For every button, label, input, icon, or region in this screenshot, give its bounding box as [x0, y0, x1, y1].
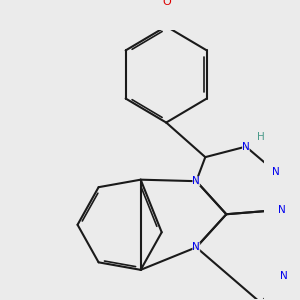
- Text: N: N: [192, 176, 200, 186]
- Text: N: N: [278, 205, 286, 215]
- Text: N: N: [242, 142, 250, 152]
- Text: N: N: [272, 167, 280, 177]
- Text: N: N: [280, 271, 287, 281]
- Text: H: H: [257, 132, 265, 142]
- Text: O: O: [163, 0, 171, 7]
- Text: N: N: [192, 242, 200, 252]
